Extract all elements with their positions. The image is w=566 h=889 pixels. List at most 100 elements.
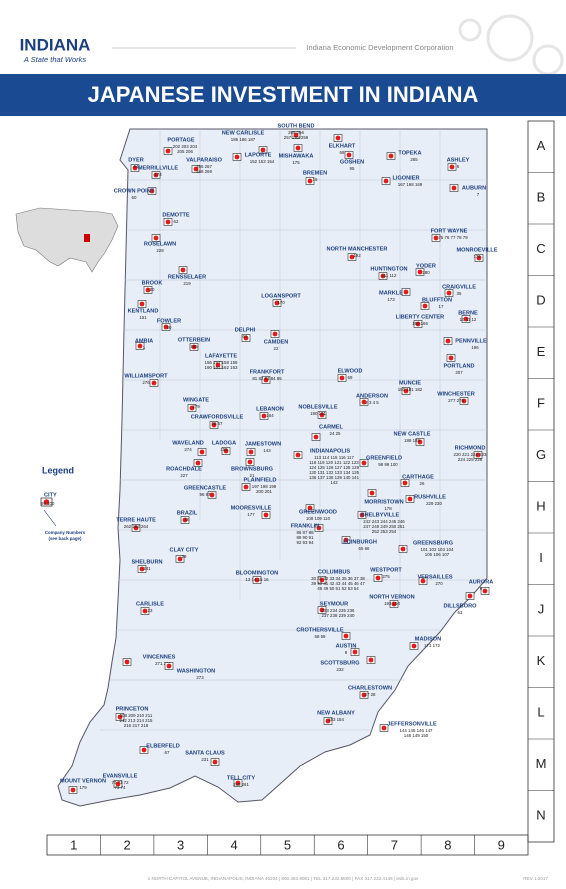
city-dot	[199, 449, 205, 455]
company-numbers: 118 119 120 121 122 123	[309, 460, 359, 465]
city-name: MORRISTOWN	[364, 499, 403, 505]
city-dot	[260, 147, 266, 153]
city-dot	[369, 490, 375, 496]
city-name: LIGONIER	[392, 175, 419, 181]
city-name: FRANKFORT	[250, 369, 285, 375]
city-name: LAPORTE	[245, 152, 272, 158]
company-numbers: 56 57	[212, 421, 224, 426]
city-name: MISHAWAKA	[279, 153, 314, 159]
column-label: 2	[124, 837, 131, 852]
city-dot	[415, 321, 421, 327]
legend-city: CITY	[44, 492, 57, 498]
city-dot	[191, 344, 197, 350]
company-numbers: 98 99 100	[378, 462, 398, 467]
city-name: ELWOOD	[338, 368, 363, 374]
city-name: ROACHDALE	[166, 466, 202, 472]
city-name: DELPHI	[235, 327, 256, 333]
footer-address: 1 NORTH CAPITOL AVENUE, INDIANAPOLIS, IN…	[148, 876, 419, 881]
city-name: NEW CASTLE	[394, 431, 431, 437]
company-numbers: 13 14 15 16	[245, 577, 269, 582]
city-dot	[137, 343, 143, 349]
city-name: ELKHART	[329, 143, 356, 149]
city-name: HUNTINGTON	[370, 266, 407, 272]
city-dot	[319, 607, 325, 613]
city-name: CARTHAGE	[402, 474, 434, 480]
city-dot	[177, 556, 183, 562]
company-numbers: 130 131 132 133 134 135	[309, 470, 360, 475]
legend-numbers: 99 100	[41, 501, 55, 506]
company-numbers: 208 209 210 211	[120, 713, 153, 718]
company-numbers: 155	[220, 447, 228, 452]
city-dot	[361, 460, 367, 466]
company-numbers: 212 213 214 215	[120, 718, 154, 723]
city-dot	[263, 377, 269, 383]
city-dot	[445, 338, 451, 344]
city-dot	[295, 452, 301, 458]
company-numbers: 73 74	[115, 785, 127, 790]
company-numbers: 80	[167, 325, 172, 330]
company-numbers: 255 256	[288, 130, 304, 135]
company-numbers: 273	[196, 675, 204, 680]
city-dot	[145, 287, 151, 293]
company-numbers: 260 261	[233, 782, 249, 787]
city-dot	[463, 316, 469, 322]
city-name: AURORA	[469, 579, 494, 585]
company-numbers: 247 248 249 250 251	[363, 524, 405, 529]
city-dot	[417, 269, 423, 275]
company-numbers: 266 267	[196, 164, 212, 169]
column-label: 1	[70, 837, 77, 852]
city-dot	[153, 235, 159, 241]
city-dot	[248, 449, 254, 455]
city-name: NEW ALBANY	[317, 710, 355, 716]
company-numbers: 113 114 115 116 117	[314, 455, 354, 460]
company-numbers: 143	[263, 448, 271, 453]
company-numbers: 86 87 88	[296, 530, 314, 535]
company-numbers: 22	[274, 346, 279, 351]
company-numbers: 268 269	[196, 169, 212, 174]
column-label: 5	[284, 837, 291, 852]
city-name: ELBERFELD	[146, 743, 180, 749]
city-name: NOBLESVILLE	[298, 404, 337, 410]
city-dot	[261, 413, 267, 419]
city-name: PRINCETON	[116, 706, 149, 712]
city-dot	[476, 255, 482, 261]
company-numbers: 200 201	[256, 489, 272, 494]
city-dot	[325, 718, 331, 724]
company-numbers: 65 66	[359, 546, 371, 551]
city-dot	[133, 525, 139, 531]
city-dot	[403, 388, 409, 394]
city-name: NORTH MANCHESTER	[327, 246, 388, 252]
legend-dot	[43, 499, 50, 505]
row-label: L	[537, 705, 544, 720]
company-numbers: 192	[353, 253, 361, 258]
legend-note: Company Numbers	[45, 530, 86, 535]
city-dot	[165, 219, 171, 225]
company-numbers: 23	[148, 608, 153, 613]
city-dot	[319, 577, 325, 583]
